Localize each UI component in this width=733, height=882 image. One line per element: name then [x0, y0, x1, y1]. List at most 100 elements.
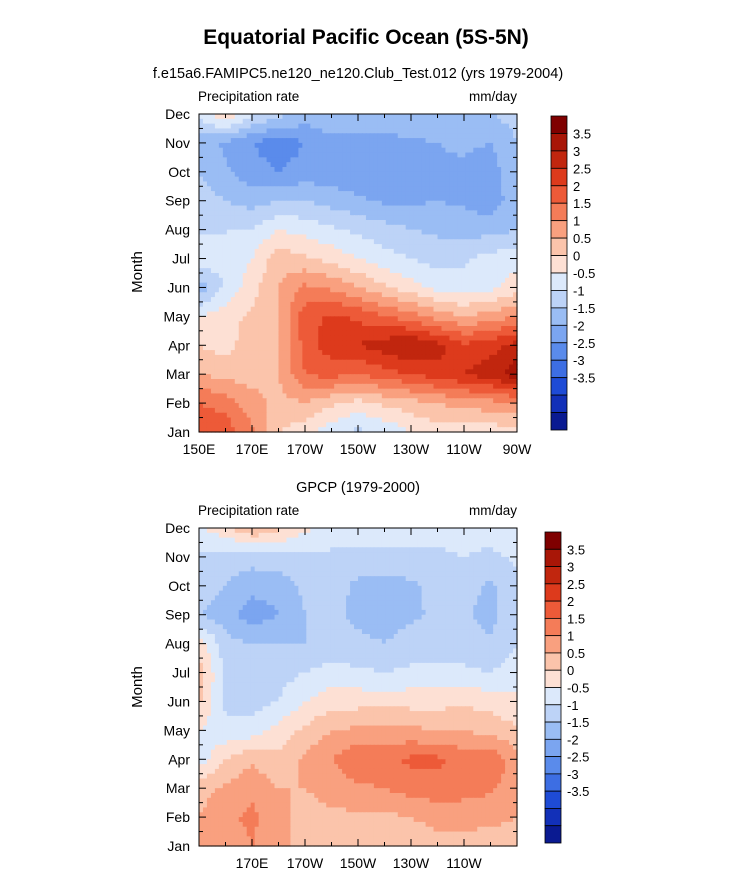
- heat-cell: [513, 114, 518, 120]
- heat-cell: [469, 210, 474, 216]
- heat-cell: [270, 393, 276, 399]
- heat-cell: [222, 383, 228, 390]
- heat-cell: [389, 350, 395, 356]
- heat-cell: [330, 118, 335, 125]
- heat-cell: [501, 345, 506, 351]
- heat-cell: [294, 292, 299, 298]
- heat-cell: [290, 210, 296, 216]
- heat-cell: [429, 239, 435, 245]
- heat-cell: [298, 345, 303, 351]
- heat-cell: [294, 205, 299, 211]
- heat-cell: [350, 268, 355, 274]
- heat-cell: [461, 326, 466, 332]
- heat-cell: [310, 258, 315, 264]
- heat-cell: [405, 234, 411, 240]
- heat-cell: [409, 374, 415, 380]
- heat-cell: [497, 220, 502, 226]
- heat-cell: [278, 157, 284, 163]
- heat-cell: [497, 210, 502, 216]
- heat-cell: [421, 142, 427, 149]
- heat-cell: [202, 191, 208, 197]
- heat-cell: [509, 311, 514, 317]
- heat-cell: [509, 195, 514, 202]
- heat-cell: [350, 326, 355, 332]
- heat-cell: [509, 133, 514, 139]
- heat-cell: [465, 379, 470, 385]
- heat-cell: [433, 306, 439, 313]
- heat-cell: [505, 200, 510, 207]
- heat-cell: [230, 191, 236, 197]
- heat-cell: [457, 133, 462, 139]
- heat-cell: [310, 369, 315, 375]
- heat-cell: [437, 369, 443, 375]
- heat-cell: [421, 407, 427, 414]
- heat-cell: [393, 244, 399, 250]
- heat-cell: [270, 253, 276, 260]
- heat-cell: [222, 407, 228, 414]
- heat-cell: [306, 263, 311, 269]
- heat-cell: [302, 167, 307, 173]
- heat-cell: [258, 335, 264, 342]
- heat-cell: [405, 171, 411, 178]
- heat-cell: [389, 273, 395, 279]
- heat-cell: [346, 292, 351, 298]
- heat-cell: [445, 171, 451, 178]
- heat-cell: [453, 335, 458, 342]
- heat-cell: [465, 138, 470, 144]
- heat-cell: [365, 234, 371, 240]
- heat-cell: [254, 335, 260, 342]
- heat-cell: [481, 239, 486, 245]
- heat-cell: [417, 147, 423, 154]
- heat-cell: [417, 133, 423, 139]
- heat-cell: [485, 263, 490, 269]
- heat-cell: [513, 263, 518, 269]
- heat-cell: [473, 306, 478, 313]
- heat-cell: [286, 210, 292, 216]
- heat-cell: [310, 330, 315, 337]
- heat-cell: [342, 215, 347, 221]
- heat-cell: [429, 167, 435, 173]
- heat-cell: [330, 287, 335, 293]
- heat-cell: [274, 205, 280, 211]
- heat-cell: [429, 210, 435, 216]
- heat-cell: [246, 205, 252, 211]
- heat-cell: [282, 311, 288, 317]
- heat-cell: [453, 258, 458, 264]
- heat-cell: [246, 186, 252, 192]
- heat-cell: [202, 335, 208, 342]
- heat-cell: [294, 301, 299, 308]
- heat-cell: [453, 128, 458, 134]
- heat-cell: [421, 224, 427, 231]
- heat-cell: [302, 263, 307, 269]
- heat-cell: [342, 200, 347, 207]
- heat-cell: [250, 282, 256, 289]
- heat-cell: [270, 340, 276, 346]
- heat-cell: [381, 388, 387, 395]
- heat-cell: [377, 369, 383, 375]
- heat-cell: [238, 273, 244, 279]
- heat-cell: [242, 205, 248, 211]
- heat-cell: [481, 210, 486, 216]
- heat-cell: [413, 133, 419, 139]
- heat-cell: [350, 176, 355, 183]
- heat-cell: [199, 393, 204, 399]
- heat-cell: [413, 383, 419, 390]
- heat-cell: [214, 359, 220, 366]
- heat-cell: [393, 239, 399, 245]
- heat-cell: [485, 282, 490, 289]
- heat-cell: [381, 191, 387, 197]
- heat-cell: [234, 301, 240, 308]
- heat-cell: [393, 224, 399, 231]
- heat-cell: [342, 123, 347, 130]
- heat-cell: [314, 224, 319, 231]
- heat-cell: [385, 388, 391, 395]
- heat-cell: [501, 335, 506, 342]
- heat-cell: [429, 162, 435, 168]
- heat-cell: [314, 403, 319, 409]
- heat-cell: [206, 200, 212, 207]
- heat-cell: [489, 167, 494, 173]
- heat-cell: [361, 292, 367, 298]
- heat-cell: [401, 176, 407, 183]
- heat-cell: [318, 379, 323, 385]
